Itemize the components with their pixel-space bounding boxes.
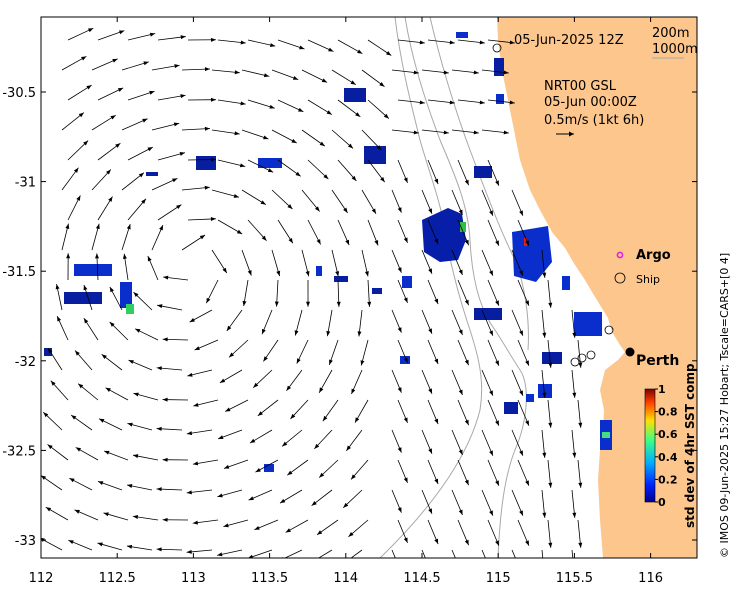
y-tick-label: -32.5 [2, 444, 36, 459]
product-label: NRT00 GSL [544, 79, 617, 94]
arrow-scale-label: 0.5m/s (1kt 6h) [544, 113, 644, 128]
colorbar-tick-label: 0.6 [658, 428, 678, 441]
current-arrow-head [519, 570, 523, 575]
y-tick-label: -31.5 [2, 265, 36, 280]
current-arrow-head [459, 570, 463, 575]
x-tick-label: 113.5 [251, 571, 288, 586]
header-date: 05-Jun-2025 12Z [514, 33, 624, 48]
perth-marker [626, 348, 635, 357]
x-tick-label: 115.5 [556, 571, 593, 586]
colorbar-tick-label: 0.8 [658, 406, 678, 419]
current-arrow-head [542, 573, 546, 578]
argo-label: Argo [636, 248, 671, 263]
current-arrow-head [341, 561, 346, 566]
x-tick-label: 112 [29, 571, 54, 586]
colorbar-tick-label: 0 [658, 496, 666, 509]
y-tick-label: -32 [15, 355, 36, 370]
y-tick-label: -33 [15, 534, 36, 549]
x-tick-label: 113 [181, 571, 206, 586]
legend-depth-1000: 1000m [652, 42, 698, 57]
x-tick-label: 115 [486, 571, 511, 586]
credit-text: © IMOS 09-Jun-2025 15:27 Hobart; Tscale=… [718, 253, 731, 558]
current-arrow-head [398, 567, 402, 572]
colorbar-tick-label: 0.2 [658, 473, 678, 486]
y-tick-label: -31 [15, 176, 36, 191]
x-tick-label: 116 [638, 571, 663, 586]
legend-depth-200: 200m [652, 26, 689, 41]
current-arrow-head [310, 559, 315, 563]
colorbar-tick-label: 1 [658, 383, 666, 396]
colorbar-title: std dev of 4hr SST comp [683, 363, 697, 528]
y-tick-label: -30.5 [2, 86, 36, 101]
x-tick-label: 114 [333, 571, 358, 586]
colorbar-tick-label: 0.4 [658, 451, 678, 464]
colorbar [645, 389, 655, 502]
ship-label: Ship [636, 273, 660, 286]
perth-label: Perth [636, 353, 679, 369]
x-tick-label: 114.5 [403, 571, 440, 586]
product-time: 05-Jun 00:00Z [544, 95, 637, 110]
x-tick-label: 112.5 [99, 571, 136, 586]
